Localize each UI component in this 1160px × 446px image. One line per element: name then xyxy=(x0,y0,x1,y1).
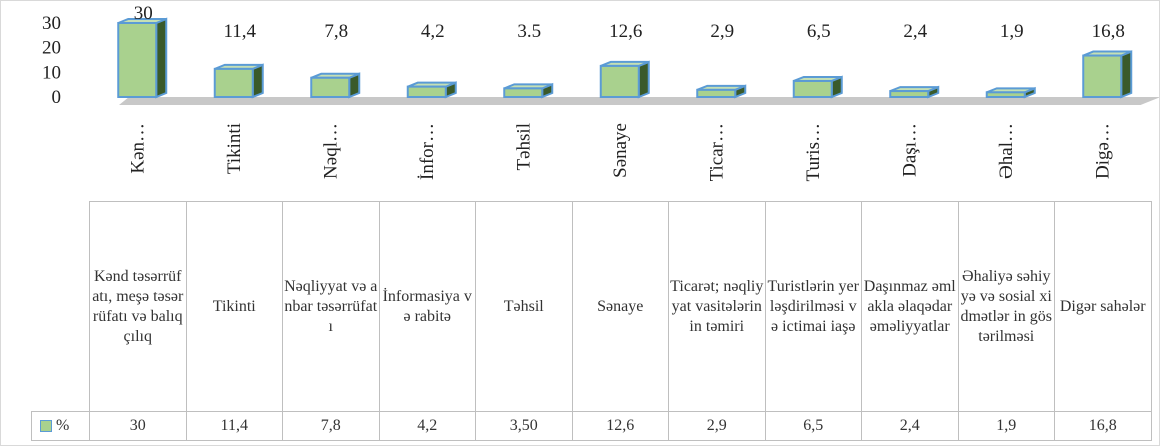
floor xyxy=(119,97,1159,105)
table-value: 4,2 xyxy=(378,411,476,441)
bar xyxy=(310,72,361,99)
bar-front xyxy=(599,64,640,98)
table-value: 7,8 xyxy=(282,411,380,441)
data-label: 16,8 xyxy=(1092,21,1125,42)
y-tick-label: 30 xyxy=(42,13,61,34)
data-label: 2,4 xyxy=(903,21,927,42)
bar xyxy=(792,75,843,99)
data-label: 7,8 xyxy=(324,21,348,42)
data-label: 30 xyxy=(134,3,153,24)
table-header: Təhsil xyxy=(475,201,573,412)
table-value: 30 xyxy=(89,411,187,441)
bar-front xyxy=(792,79,833,98)
table-header: Tikinti xyxy=(185,201,283,412)
table-header: Sənaye xyxy=(571,201,669,412)
legend-swatch xyxy=(40,420,52,432)
table-header: Turistlərin yerləşdirilməsi və ictimai i… xyxy=(764,201,862,412)
table-header: Kənd təsərrüfatı, meşə təsərrüfatı və ba… xyxy=(89,201,187,412)
legend-label: % xyxy=(56,417,70,434)
table-value: 11,4 xyxy=(185,411,283,441)
data-label: 3.5 xyxy=(517,21,541,42)
x-tick-label: Sənaye xyxy=(610,123,631,178)
table-value: 2,9 xyxy=(668,411,766,441)
table-header: Daşınmaz əmlakla əlaqədar əməliyyatlar xyxy=(861,201,959,412)
bar xyxy=(406,81,457,99)
table-value: 16,8 xyxy=(1054,411,1152,441)
bar-front xyxy=(889,90,930,99)
bar xyxy=(1082,50,1133,99)
x-tick-label: Təhsil xyxy=(513,123,534,171)
table-value: 6,5 xyxy=(764,411,862,441)
x-tick-label: Nəql… xyxy=(320,123,341,179)
bar xyxy=(599,60,650,99)
x-tick-label: Kən… xyxy=(127,123,148,174)
x-tick-label: İnfor… xyxy=(417,123,438,180)
data-label: 6,5 xyxy=(807,21,831,42)
table-value: 3,50 xyxy=(475,411,573,441)
y-tick-label: 20 xyxy=(42,38,61,59)
data-label: 2,9 xyxy=(710,21,734,42)
table-header: İnformasiya və rabitə xyxy=(378,201,476,412)
table-value: 1,9 xyxy=(957,411,1055,441)
x-tick-label: Tikinti xyxy=(224,123,245,174)
table-value: 2,4 xyxy=(861,411,959,441)
bar xyxy=(985,86,1036,99)
table-header: Nəqliyyat və anbar təsərrüfatı xyxy=(282,201,380,412)
data-label: 1,9 xyxy=(1000,21,1024,42)
x-tick-label: Əhal… xyxy=(996,123,1017,179)
x-tick-label: Ticar… xyxy=(706,123,727,181)
bar-front xyxy=(117,22,158,98)
x-tick-label: Daşı… xyxy=(899,123,920,177)
bar-side xyxy=(637,60,650,99)
legend: % xyxy=(31,411,90,441)
y-tick-label: 0 xyxy=(52,87,62,108)
bar-front xyxy=(1082,54,1123,98)
bar xyxy=(503,82,554,99)
data-label: 4,2 xyxy=(421,21,445,42)
bar-front xyxy=(985,91,1026,98)
bar-front xyxy=(696,88,737,98)
data-label: 12,6 xyxy=(609,21,642,42)
y-tick-label: 10 xyxy=(42,62,61,83)
bar xyxy=(696,84,747,99)
data-label: 11,4 xyxy=(223,21,256,42)
x-tick-label: Digə… xyxy=(1092,123,1113,179)
x-tick-label: Turis… xyxy=(803,123,824,181)
table-header: Digər sahələr xyxy=(1054,201,1152,412)
bar-side xyxy=(1120,50,1133,99)
bar-side xyxy=(155,17,168,99)
bar xyxy=(117,17,168,99)
bar xyxy=(213,63,264,99)
plot: 0 10 20 30 30 Kən… 11,4 Tikinti 7,8 Nəql… 4,2 İnfor… xyxy=(42,3,1159,181)
table-value: 12,6 xyxy=(571,411,669,441)
bar-front xyxy=(213,67,254,98)
table-header: Ticarət; nəqliyyat vasitələrinin təmiri xyxy=(668,201,766,412)
bar xyxy=(889,85,940,99)
bar-front xyxy=(310,76,351,99)
table-header: Əhaliyə səhiyyə və sosial xidmətlər in g… xyxy=(957,201,1055,412)
bar-side xyxy=(251,63,264,99)
bar-front xyxy=(406,85,447,98)
bar-front xyxy=(503,87,544,99)
